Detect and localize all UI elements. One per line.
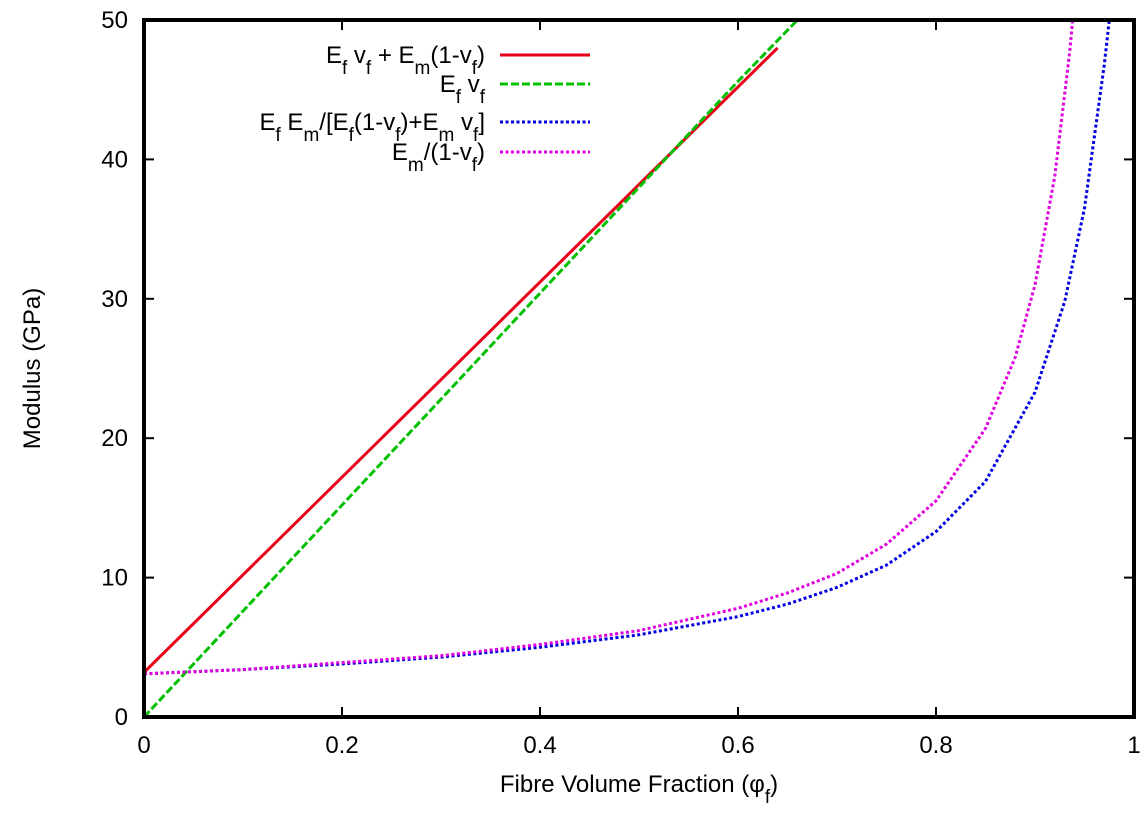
x-tick-label: 0.2 xyxy=(325,732,358,759)
axis-titles: Fibre Volume Fraction (φf) Modulus (GPa) xyxy=(19,288,778,808)
x-tick-label: 0 xyxy=(137,732,150,759)
x-tick-label: 1 xyxy=(1127,732,1140,759)
x-tick-label: 0.4 xyxy=(523,732,556,759)
y-tick-label: 10 xyxy=(101,565,128,592)
x-tick-label: 0.6 xyxy=(721,732,754,759)
legend-label-4: Em/(1-vf) xyxy=(392,139,485,176)
y-tick-label: 30 xyxy=(101,286,128,313)
plot-border xyxy=(142,18,1136,719)
y-tick-label: 0 xyxy=(115,704,128,731)
x-axis-title: Fibre Volume Fraction (φf) xyxy=(500,771,778,808)
x-tick-label: 0.8 xyxy=(919,732,952,759)
legend-label-1: Ef vf + Em(1-vf) xyxy=(326,42,485,79)
series-line-4 xyxy=(144,20,1075,676)
y-tick-label: 50 xyxy=(101,7,128,34)
series-line-2 xyxy=(144,20,799,717)
legend-label-3: Ef Em/[Ef(1-vf)+Em vf] xyxy=(259,109,485,146)
series-line-1 xyxy=(144,46,779,674)
y-axis-title: Modulus (GPa) xyxy=(19,288,46,449)
plot-lines xyxy=(144,20,1111,717)
plot-frame xyxy=(142,18,1136,719)
y-tick-label: 40 xyxy=(101,146,128,173)
legend-label-2: Ef vf xyxy=(440,71,486,108)
y-tick-label: 20 xyxy=(101,425,128,452)
